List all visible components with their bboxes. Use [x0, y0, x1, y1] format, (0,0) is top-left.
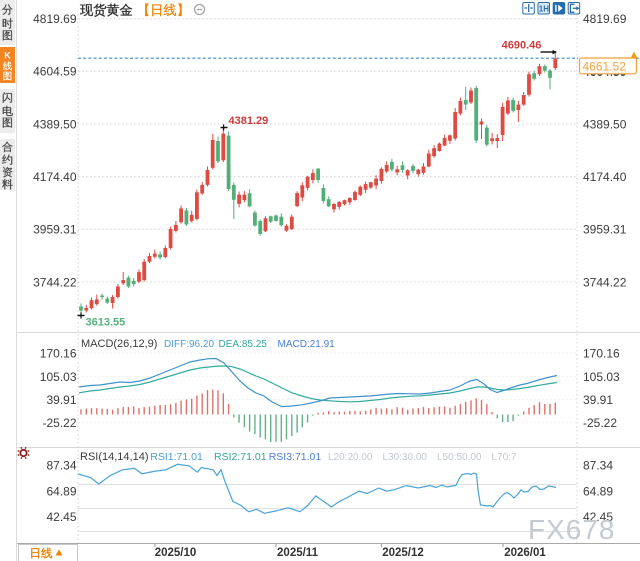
svg-text:4174.40: 4174.40	[583, 170, 627, 184]
svg-text:4819.69: 4819.69	[583, 12, 627, 26]
svg-text:4819.69: 4819.69	[33, 12, 77, 26]
svg-text:RSI1:71.01: RSI1:71.01	[150, 451, 203, 463]
svg-text:3613.55: 3613.55	[86, 317, 126, 329]
svg-text:DEA:85.25: DEA:85.25	[219, 339, 268, 350]
svg-text:L50:50.00: L50:50.00	[437, 452, 482, 463]
svg-text:64.89: 64.89	[583, 484, 613, 498]
svg-text:RSI2:71.01: RSI2:71.01	[214, 451, 267, 463]
svg-text:3744.22: 3744.22	[583, 275, 627, 289]
svg-text:-25.22: -25.22	[583, 416, 617, 430]
svg-text:64.89: 64.89	[46, 484, 76, 498]
svg-text:4174.40: 4174.40	[33, 170, 77, 184]
svg-text:4690.46: 4690.46	[502, 40, 542, 52]
svg-text:170.16: 170.16	[583, 346, 620, 360]
svg-text:2026/01: 2026/01	[504, 547, 546, 559]
svg-text:3744.22: 3744.22	[33, 275, 77, 289]
svg-text:RSI3:71.01: RSI3:71.01	[269, 451, 322, 463]
svg-text:L20:20.00: L20:20.00	[328, 452, 373, 463]
svg-text:170.16: 170.16	[40, 346, 77, 360]
svg-text:4661.52: 4661.52	[583, 59, 627, 73]
svg-text:L30:30.00: L30:30.00	[383, 452, 428, 463]
svg-text:MACD(26,12,9): MACD(26,12,9)	[81, 338, 157, 350]
svg-text:105.03: 105.03	[40, 370, 77, 384]
svg-text:3959.31: 3959.31	[583, 223, 627, 237]
svg-text:L70:7: L70:7	[492, 452, 517, 463]
svg-text:39.91: 39.91	[583, 393, 613, 407]
svg-text:-25.22: -25.22	[42, 416, 76, 430]
svg-text:42.45: 42.45	[583, 510, 613, 524]
svg-text:4389.50: 4389.50	[583, 117, 627, 131]
svg-text:MACD:21.91: MACD:21.91	[278, 339, 336, 350]
svg-text:1H: 1H	[539, 4, 549, 13]
svg-text:4381.29: 4381.29	[229, 115, 269, 127]
svg-text:4604.59: 4604.59	[33, 65, 77, 79]
svg-text:RSI(14,14,14): RSI(14,14,14)	[80, 451, 148, 463]
svg-text:FX678: FX678	[528, 514, 616, 545]
svg-text:105.03: 105.03	[583, 370, 620, 384]
svg-text:3959.31: 3959.31	[33, 223, 77, 237]
svg-text:2025/11: 2025/11	[277, 547, 319, 559]
svg-text:2025/10: 2025/10	[155, 547, 197, 559]
svg-text:K: K	[4, 51, 11, 61]
svg-text:42.45: 42.45	[46, 510, 76, 524]
svg-text:2025/12: 2025/12	[382, 547, 424, 559]
svg-text:39.91: 39.91	[46, 393, 76, 407]
svg-text:4389.50: 4389.50	[33, 117, 77, 131]
svg-text:87.34: 87.34	[583, 458, 613, 472]
svg-text:DIFF:96.20: DIFF:96.20	[164, 339, 214, 350]
svg-text:87.34: 87.34	[46, 458, 76, 472]
